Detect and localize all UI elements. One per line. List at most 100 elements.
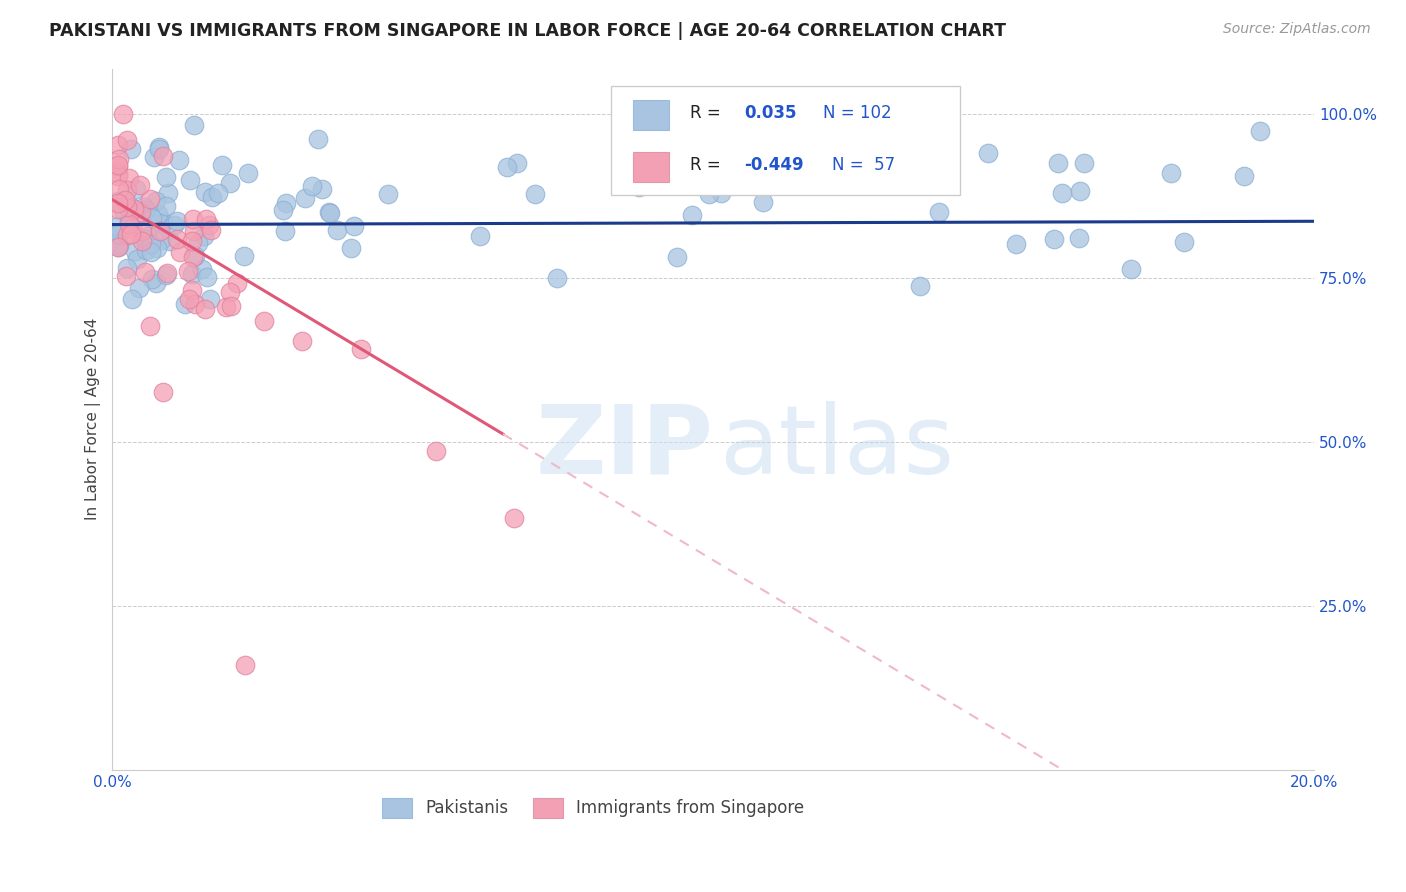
Point	[115, 200, 138, 214]
Legend: Pakistanis, Immigrants from Singapore: Pakistanis, Immigrants from Singapore	[375, 791, 811, 825]
Point	[138, 193, 160, 207]
Point	[121, 292, 143, 306]
Point	[166, 213, 188, 227]
Point	[253, 314, 276, 328]
Point	[274, 196, 297, 211]
Point	[523, 186, 546, 201]
Point	[301, 179, 323, 194]
Point	[115, 261, 138, 276]
Point	[1069, 184, 1091, 198]
Point	[179, 292, 201, 306]
Point	[128, 178, 150, 193]
Point	[107, 228, 129, 243]
Point	[198, 292, 221, 306]
Point	[155, 268, 177, 282]
Point	[115, 133, 138, 147]
Point	[307, 132, 329, 146]
Point	[134, 265, 156, 279]
Point	[136, 229, 159, 244]
Point	[184, 297, 207, 311]
Point	[211, 158, 233, 172]
Point	[107, 166, 129, 180]
Point	[128, 280, 150, 294]
Point	[752, 194, 775, 209]
Point	[195, 270, 218, 285]
Point	[148, 140, 170, 154]
Point	[107, 219, 129, 233]
Text: -0.449: -0.449	[745, 156, 804, 174]
Point	[114, 193, 136, 207]
Point	[505, 156, 527, 170]
Point	[1069, 231, 1091, 245]
Point	[683, 162, 706, 177]
Point	[152, 215, 174, 229]
Point	[150, 233, 173, 247]
Point	[1233, 169, 1256, 184]
Point	[167, 153, 190, 168]
Point	[118, 214, 141, 228]
Text: 0.035: 0.035	[745, 103, 797, 121]
Point	[319, 206, 342, 220]
Point	[207, 186, 229, 201]
Point	[377, 186, 399, 201]
Point	[163, 218, 186, 232]
Point	[1043, 232, 1066, 246]
Point	[107, 194, 129, 209]
Point	[181, 250, 204, 264]
Point	[115, 227, 138, 242]
Point	[152, 384, 174, 399]
Point	[121, 220, 143, 235]
Point	[183, 224, 205, 238]
Bar	[633, 100, 669, 129]
Point	[108, 152, 131, 166]
Point	[150, 217, 173, 231]
Point	[132, 200, 155, 214]
Point	[177, 264, 200, 278]
Point	[1050, 186, 1073, 200]
Point	[183, 118, 205, 132]
Point	[107, 158, 129, 172]
Point	[910, 278, 932, 293]
Point	[108, 238, 131, 252]
Point	[666, 250, 689, 264]
Text: atlas: atlas	[720, 401, 955, 494]
Point	[125, 182, 148, 196]
Point	[194, 186, 217, 200]
Point	[174, 297, 197, 311]
Point	[546, 270, 568, 285]
Text: R =: R =	[690, 103, 721, 121]
Point	[697, 187, 720, 202]
Point	[274, 224, 297, 238]
Point	[152, 149, 174, 163]
Point	[125, 252, 148, 266]
Point	[131, 224, 153, 238]
Point	[107, 235, 129, 250]
Point	[197, 219, 219, 233]
Point	[343, 219, 366, 233]
Point	[118, 171, 141, 186]
Point	[628, 180, 651, 194]
Point	[201, 189, 224, 203]
Point	[139, 237, 162, 252]
Point	[350, 343, 373, 357]
Point	[157, 186, 180, 200]
Point	[120, 227, 142, 241]
Point	[190, 261, 212, 276]
Point	[114, 269, 136, 284]
Point	[107, 160, 129, 174]
Text: R =: R =	[690, 156, 721, 174]
Point	[169, 245, 191, 260]
Point	[340, 241, 363, 255]
Point	[107, 169, 129, 183]
Point	[496, 161, 519, 175]
Point	[143, 150, 166, 164]
Point	[180, 284, 202, 298]
Point	[107, 195, 129, 210]
Point	[311, 182, 333, 196]
Text: ZIP: ZIP	[536, 401, 713, 494]
Point	[194, 211, 217, 226]
Point	[146, 207, 169, 221]
Point	[107, 227, 129, 242]
Point	[200, 223, 222, 237]
Point	[141, 271, 163, 285]
